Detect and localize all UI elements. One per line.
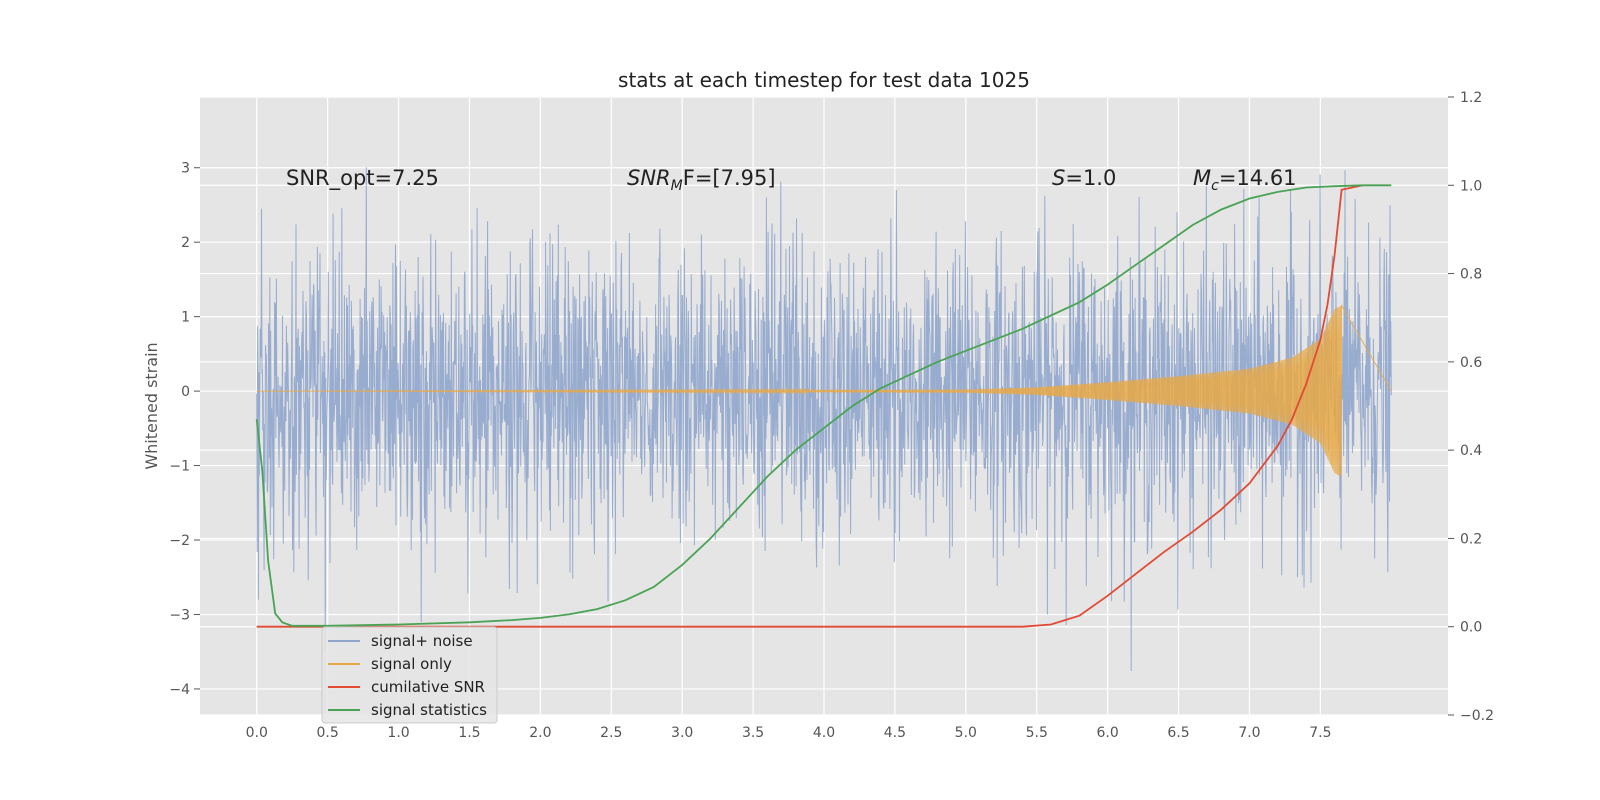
x-tick-label: 1.5: [458, 725, 480, 741]
y-tick-label-right: 1.0: [1460, 178, 1482, 194]
y-tick-label-left: −4: [169, 682, 190, 698]
x-tick-label: 4.5: [884, 725, 906, 741]
series-signal-noise: [256, 167, 1392, 672]
y-tick-label-left: 2: [181, 235, 190, 251]
annotation-snr-mf: SNRMF=[7.95]: [627, 166, 776, 194]
y-tick-label-right: 0.4: [1460, 443, 1482, 459]
y-tick-label-right: 1.2: [1460, 90, 1482, 106]
mc-tail: =14.61: [1219, 166, 1297, 190]
legend-label-signal-only: signal only: [371, 655, 452, 673]
y-tick-label-left: 1: [181, 310, 190, 326]
y-tick-label-left: 0: [181, 384, 190, 400]
x-tick-label: 7.5: [1309, 725, 1331, 741]
x-tick-label: 3.0: [671, 725, 693, 741]
snr-mf-sub: M: [671, 178, 683, 194]
y-tick-label-left: −3: [169, 607, 190, 623]
y-tick-label-right: −0.2: [1460, 708, 1494, 724]
mc-sub: c: [1211, 178, 1219, 194]
legend-box: [321, 626, 498, 724]
series-signal-only: [256, 303, 1392, 477]
y-tick-label-right: 0.2: [1460, 531, 1482, 547]
y-tick-label-right: 0.8: [1460, 267, 1482, 283]
x-tick-label: 2.5: [600, 725, 622, 741]
annotation-s: S=1.0: [1052, 166, 1116, 190]
series-cumulative-snr: [256, 184, 1364, 628]
y-tick-label-left: −2: [169, 533, 190, 549]
x-tick-label: 3.5: [742, 725, 764, 741]
snr-mf-base: SNR: [627, 166, 671, 190]
legend-label-signal-statistics: signal statistics: [371, 701, 487, 719]
y-ticks-right: 1.2 1.0 0.8 0.6 0.4 0.2 0.0 −0.2: [1448, 90, 1494, 724]
x-tick-label: 6.0: [1097, 725, 1119, 741]
x-tick-label: 7.0: [1238, 725, 1260, 741]
annotation-snr-opt: SNR_opt=7.25: [286, 166, 439, 191]
x-tick-label: 0.0: [246, 725, 268, 741]
x-tick-label: 0.5: [317, 725, 339, 741]
x-tick-label: 1.0: [387, 725, 409, 741]
snr-mf-tail: F=[7.95]: [683, 166, 776, 190]
y-tick-label-right: 0.0: [1460, 620, 1482, 636]
y-tick-label-left: −1: [169, 459, 190, 475]
x-tick-label: 2.0: [529, 725, 551, 741]
y-tick-label-left: 3: [181, 161, 190, 177]
series-layer: [255, 167, 1392, 672]
legend-label-cumulative-snr: cumilative SNR: [371, 678, 485, 696]
series-signal-statistics: [255, 184, 1392, 627]
y-axis-label: Whitened strain: [142, 342, 161, 469]
annotation-mc: Mc=14.61: [1193, 166, 1297, 194]
y-ticks-left: 3 2 1 0 −1 −2 −3 −4: [169, 161, 200, 698]
legend-label-signal-noise: signal+ noise: [371, 632, 473, 650]
x-tick-label: 5.5: [1026, 725, 1048, 741]
chart-title: stats at each timestep for test data 102…: [618, 68, 1030, 92]
legend: signal+ noise signal only cumilative SNR…: [321, 626, 498, 724]
x-tick-label: 6.5: [1167, 725, 1189, 741]
s-tail: =1.0: [1065, 166, 1116, 190]
y-tick-label-right: 0.6: [1460, 355, 1482, 371]
x-tick-label: 4.0: [813, 725, 835, 741]
s-var: S: [1052, 166, 1065, 190]
mc-var: M: [1193, 166, 1211, 190]
x-ticks: 0.0 0.5 1.0 1.5 2.0 2.5 3.0 3.5 4.0 4.5 5.0 5.5 6.0 6…: [246, 725, 1332, 741]
x-tick-label: 5.0: [955, 725, 977, 741]
